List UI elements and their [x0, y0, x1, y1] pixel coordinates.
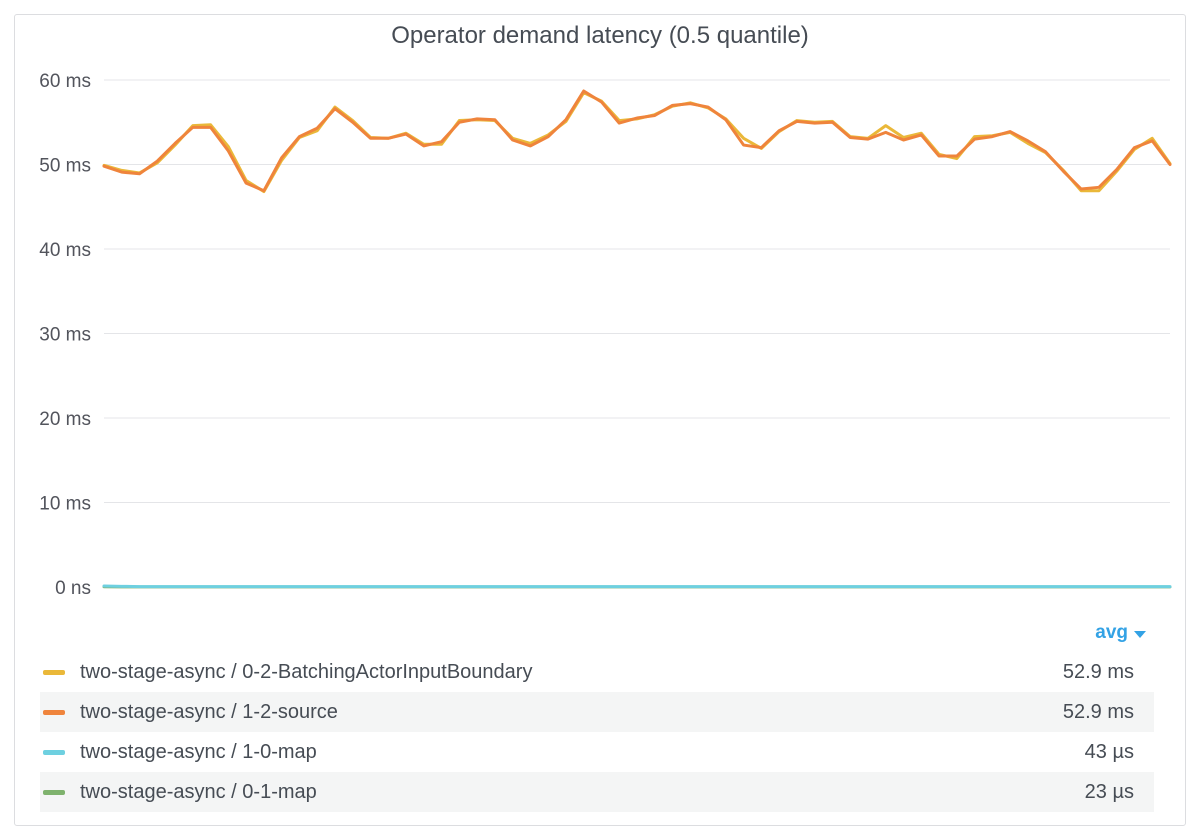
- latency-chart: 0 ns 10 ms 20 ms 30 ms 40 ms 50 ms 60 ms: [39, 71, 1172, 599]
- series-line[interactable]: [102, 91, 1172, 194]
- panel-title[interactable]: Operator demand latency (0.5 quantile): [391, 22, 809, 49]
- y-tick-label: 60 ms: [39, 71, 91, 92]
- series-layer[interactable]: [102, 89, 1172, 589]
- legend-series-avg: 52.9 ms: [1062, 660, 1134, 683]
- series-color-swatch[interactable]: [43, 669, 65, 675]
- legend-item[interactable]: two-stage-async / 1-2-source 52.9 ms: [40, 692, 1154, 732]
- graph-panel: [14, 14, 1186, 826]
- y-tick-label: 10 ms: [39, 494, 91, 515]
- y-tick-label: 0 ns: [55, 578, 91, 599]
- legend-item[interactable]: two-stage-async / 0-1-map 23 µs: [40, 772, 1154, 812]
- legend-series-avg: 23 µs: [1084, 780, 1134, 803]
- y-tick-label: 20 ms: [39, 409, 91, 430]
- legend-series-name[interactable]: two-stage-async / 0-1-map: [80, 780, 317, 803]
- legend-series-avg: 43 µs: [1084, 740, 1134, 763]
- series-color-swatch[interactable]: [43, 789, 65, 795]
- series-color-swatch[interactable]: [43, 749, 65, 755]
- grid-layer: [104, 79, 1170, 588]
- legend-series-name[interactable]: two-stage-async / 0-2-BatchingActorInput…: [80, 660, 533, 683]
- legend-series-name[interactable]: two-stage-async / 1-2-source: [80, 700, 338, 723]
- legend-series-name[interactable]: two-stage-async / 1-0-map: [80, 740, 317, 763]
- series-color-swatch[interactable]: [43, 709, 65, 715]
- legend-sort-avg[interactable]: avg: [1095, 622, 1146, 644]
- legend: two-stage-async / 0-2-BatchingActorInput…: [40, 652, 1154, 812]
- y-axis: 0 ns 10 ms 20 ms 30 ms 40 ms 50 ms 60 ms: [39, 71, 91, 599]
- series-line[interactable]: [102, 584, 1172, 589]
- legend-item[interactable]: two-stage-async / 0-2-BatchingActorInput…: [40, 652, 1154, 692]
- series-line[interactable]: [102, 89, 1172, 193]
- legend-item[interactable]: two-stage-async / 1-0-map 43 µs: [40, 732, 1154, 772]
- legend-series-avg: 52.9 ms: [1062, 700, 1134, 723]
- y-tick-label: 50 ms: [39, 156, 91, 177]
- y-tick-label: 40 ms: [39, 240, 91, 261]
- y-tick-label: 30 ms: [39, 325, 91, 346]
- legend-avg-label[interactable]: avg: [1095, 622, 1128, 643]
- caret-down-icon[interactable]: [1134, 630, 1146, 638]
